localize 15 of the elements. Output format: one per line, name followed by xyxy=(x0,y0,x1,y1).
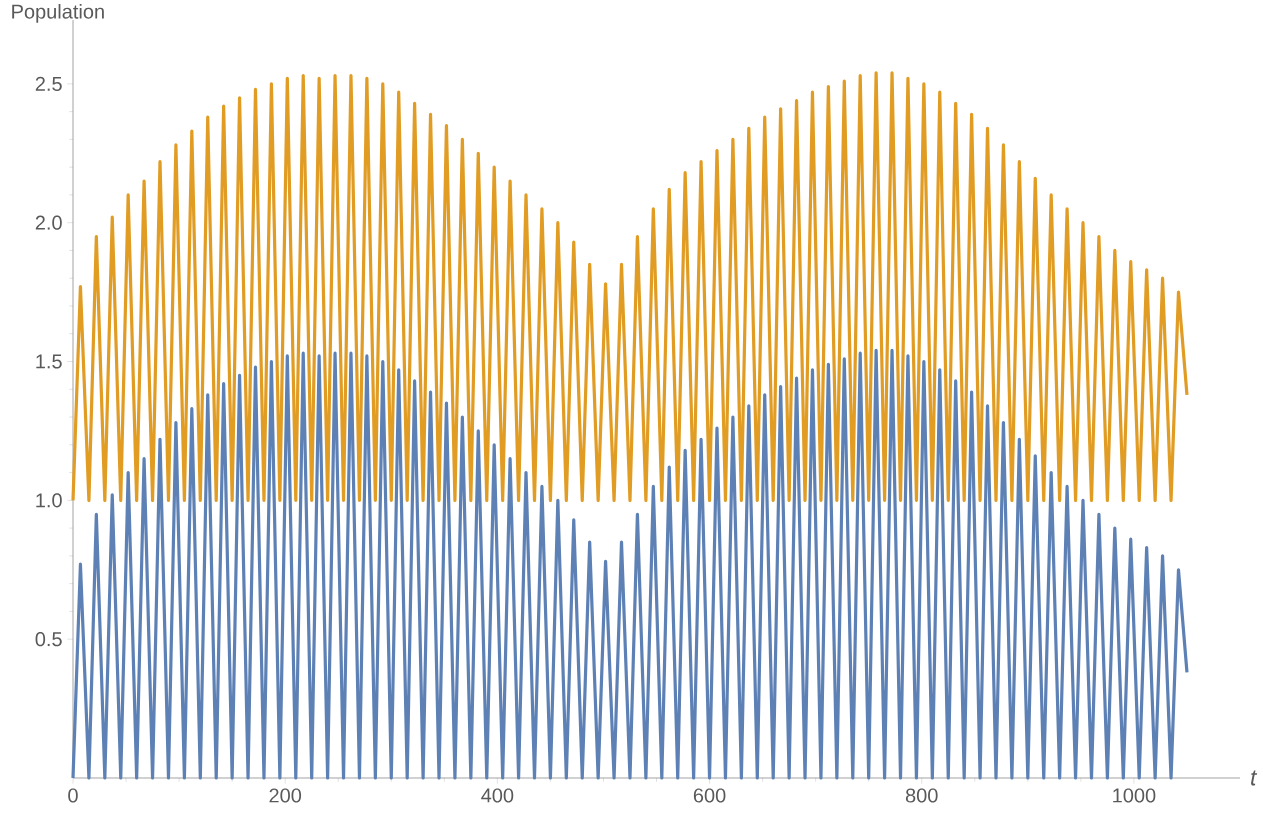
y-tick-label: 1.0 xyxy=(36,493,62,508)
x-tick-label: 400 xyxy=(481,788,514,803)
y-tick-label: 2.0 xyxy=(35,215,62,230)
line-series xyxy=(71,71,1189,502)
x-tick-label: 0 xyxy=(68,788,78,803)
y-axis-title: Population xyxy=(12,4,104,23)
x-axis-title: t xyxy=(1251,770,1258,786)
x-tick-label: 1000 xyxy=(1113,788,1156,803)
y-tick-label: 1.5 xyxy=(36,354,62,369)
y-tick-label: 0.5 xyxy=(35,632,62,647)
x-tick-label: 800 xyxy=(905,788,938,803)
x-tick-label: 200 xyxy=(269,788,302,803)
line-series xyxy=(71,348,1189,780)
x-tick-label: 600 xyxy=(693,788,726,803)
y-tick-label: 2.5 xyxy=(35,76,62,91)
